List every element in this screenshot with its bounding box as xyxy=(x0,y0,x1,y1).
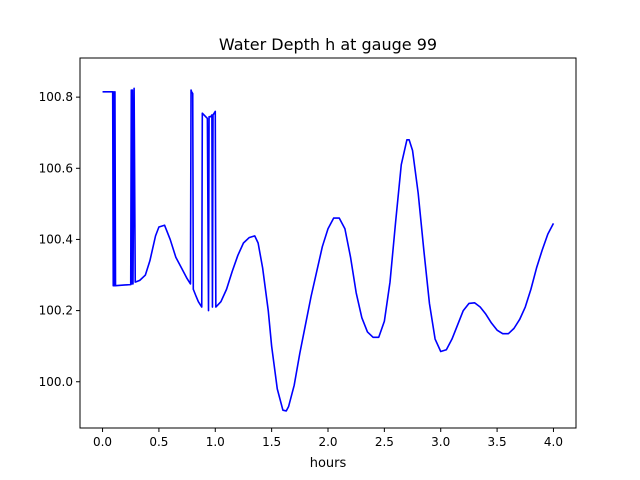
x-tick-label: 0.0 xyxy=(93,435,112,449)
y-axis-ticks: 100.0 100.2 100.4 100.6 100.8 xyxy=(39,90,80,389)
x-tick-label: 2.5 xyxy=(375,435,394,449)
x-tick-label: 0.5 xyxy=(149,435,168,449)
series-line-1 xyxy=(102,87,555,412)
chart-title: Water Depth h at gauge 99 xyxy=(219,35,437,54)
x-tick-label: 2.0 xyxy=(318,435,337,449)
x-tick-label: 3.0 xyxy=(431,435,450,449)
y-tick-label: 100.2 xyxy=(39,304,73,318)
x-tick-label: 1.5 xyxy=(262,435,281,449)
x-axis-ticks: 0.0 0.5 1.0 1.5 2.0 2.5 3.0 3.5 4.0 xyxy=(93,428,563,449)
x-tick-label: 3.5 xyxy=(488,435,507,449)
y-tick-label: 100.6 xyxy=(39,161,73,175)
x-tick-label: 1.0 xyxy=(206,435,225,449)
y-tick-label: 100.0 xyxy=(39,375,73,389)
x-axis-label: hours xyxy=(310,456,347,471)
y-tick-label: 100.4 xyxy=(39,232,73,246)
y-tick-label: 100.8 xyxy=(39,90,73,104)
x-tick-label: 4.0 xyxy=(544,435,563,449)
series-layer xyxy=(102,87,555,412)
